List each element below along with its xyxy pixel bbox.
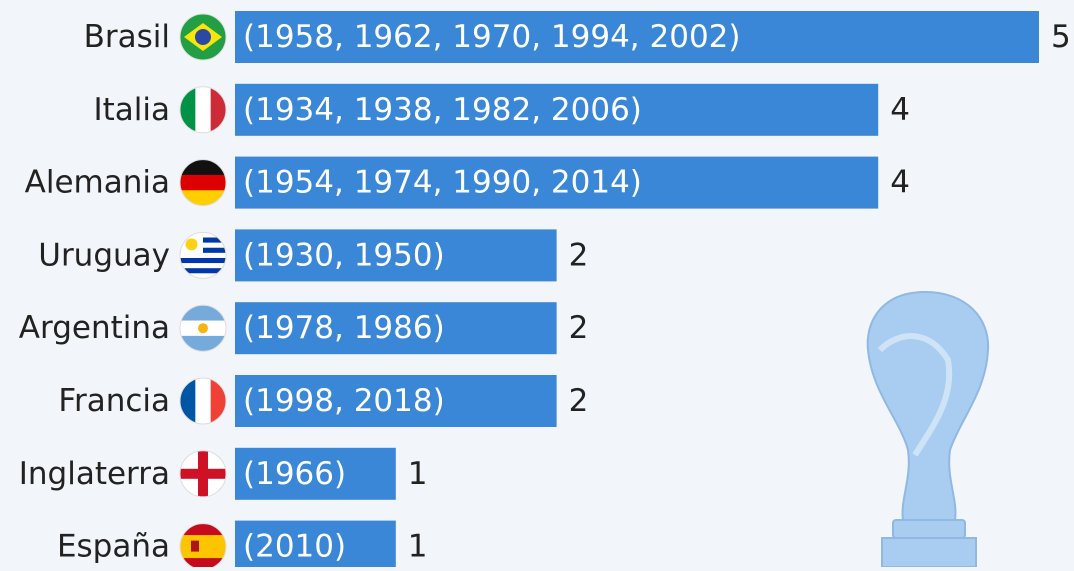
flag-border [179,159,227,207]
bar-annotation: (1930, 1950) [243,237,445,273]
flag-part [198,450,208,497]
bar-annotation: (2010) [243,529,346,565]
flag-part [180,273,226,279]
flag [180,305,226,352]
flag-part [210,378,226,424]
flag [180,86,226,133]
flag-part [180,174,226,191]
bar [235,302,557,355]
category-label: Francia [58,383,170,419]
flag-part [180,190,226,206]
flag-part [191,540,199,552]
flag-part [180,378,196,424]
flag-border [179,304,227,352]
value-label: 2 [569,237,589,273]
flag-part [180,263,226,269]
flag-border [179,13,227,61]
bar-annotation: (1966) [243,456,346,492]
bar-annotation: (1934, 1938, 1982, 2006) [243,92,642,128]
bar-annotation: (1978, 1986) [243,310,445,346]
value-label: 1 [408,529,428,565]
flag [180,14,226,60]
flag-part [180,257,226,264]
category-label: Italia [93,92,170,128]
category-label: Uruguay [38,237,170,273]
value-label: 5 [1051,19,1071,55]
flag-border [179,86,227,134]
flag-part [180,305,226,322]
flag-border [179,377,227,425]
flag-border [179,231,227,279]
flag-border [179,450,227,498]
flag-part [180,535,226,559]
category-label: Alemania [25,165,170,201]
flag-part [180,268,226,274]
value-label: 2 [569,310,589,346]
value-label: 1 [408,456,428,492]
bar [235,83,879,136]
flag [180,378,226,424]
flag-part [180,159,226,176]
bar [235,520,396,571]
bar [235,11,1039,63]
value-label: 4 [890,165,910,201]
bar-annotation: (1958, 1962, 1970, 1994, 2002) [243,19,740,55]
bar [235,375,557,427]
flag [180,159,226,206]
flag-part [180,86,196,133]
flag-part [198,323,208,334]
flag-part [210,86,226,133]
flag-part [195,86,212,133]
category-label: España [57,529,170,565]
bar-annotation: (1998, 2018) [243,383,445,419]
flag-part [180,335,226,352]
flag-part [195,378,212,424]
bar [235,229,557,282]
bar-annotation: (1954, 1974, 1990, 2014) [243,165,642,201]
value-label: 2 [569,383,589,419]
flag-part [185,238,198,251]
bar [235,156,879,209]
category-label: Argentina [19,310,170,346]
flag-part [195,29,211,45]
category-label: Inglaterra [19,456,170,492]
flag [180,450,226,497]
flag [180,523,226,570]
trophy [866,290,990,568]
value-label: 4 [890,92,910,128]
bar [235,447,396,500]
category-label: Brasil [84,19,170,55]
